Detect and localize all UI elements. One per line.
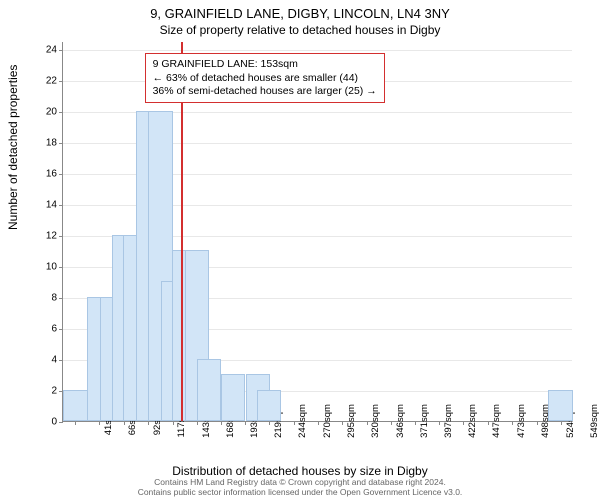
y-tick-label: 16 bbox=[46, 168, 63, 179]
footer-attribution: Contains HM Land Registry data © Crown c… bbox=[0, 478, 600, 498]
y-tick-label: 4 bbox=[51, 354, 63, 365]
annotation-line: 9 GRAINFIELD LANE: 153sqm bbox=[153, 58, 377, 71]
y-axis-label: Number of detached properties bbox=[6, 65, 20, 230]
y-tick-label: 8 bbox=[51, 292, 63, 303]
footer-line-2: Contains public sector information licen… bbox=[138, 487, 463, 497]
y-tick-label: 24 bbox=[46, 44, 63, 55]
y-tick-label: 22 bbox=[46, 75, 63, 86]
histogram-bar bbox=[257, 390, 281, 421]
y-tick-label: 6 bbox=[51, 323, 63, 334]
annotation-box: 9 GRAINFIELD LANE: 153sqm← 63% of detach… bbox=[145, 53, 385, 102]
footer-line-1: Contains HM Land Registry data © Crown c… bbox=[154, 477, 446, 487]
histogram-bar bbox=[221, 374, 245, 421]
histogram-bar bbox=[63, 390, 87, 421]
y-tick-label: 12 bbox=[46, 230, 63, 241]
x-axis-label: Distribution of detached houses by size … bbox=[0, 464, 600, 478]
chart-plot-area: 02468101214161820222441sqm66sqm92sqm117s… bbox=[62, 42, 572, 422]
y-tick-label: 20 bbox=[46, 106, 63, 117]
chart-title-main: 9, GRAINFIELD LANE, DIGBY, LINCOLN, LN4 … bbox=[0, 0, 600, 21]
y-tick-label: 14 bbox=[46, 199, 63, 210]
histogram-bar bbox=[548, 390, 572, 421]
grid-line bbox=[63, 50, 572, 51]
annotation-line: 36% of semi-detached houses are larger (… bbox=[153, 85, 377, 98]
histogram-bar bbox=[197, 359, 221, 421]
y-tick-label: 10 bbox=[46, 261, 63, 272]
y-tick-label: 2 bbox=[51, 385, 63, 396]
annotation-line: ← 63% of detached houses are smaller (44… bbox=[153, 72, 377, 85]
y-tick-label: 18 bbox=[46, 137, 63, 148]
y-tick-label: 0 bbox=[51, 417, 63, 428]
chart-title-sub: Size of property relative to detached ho… bbox=[0, 21, 600, 37]
